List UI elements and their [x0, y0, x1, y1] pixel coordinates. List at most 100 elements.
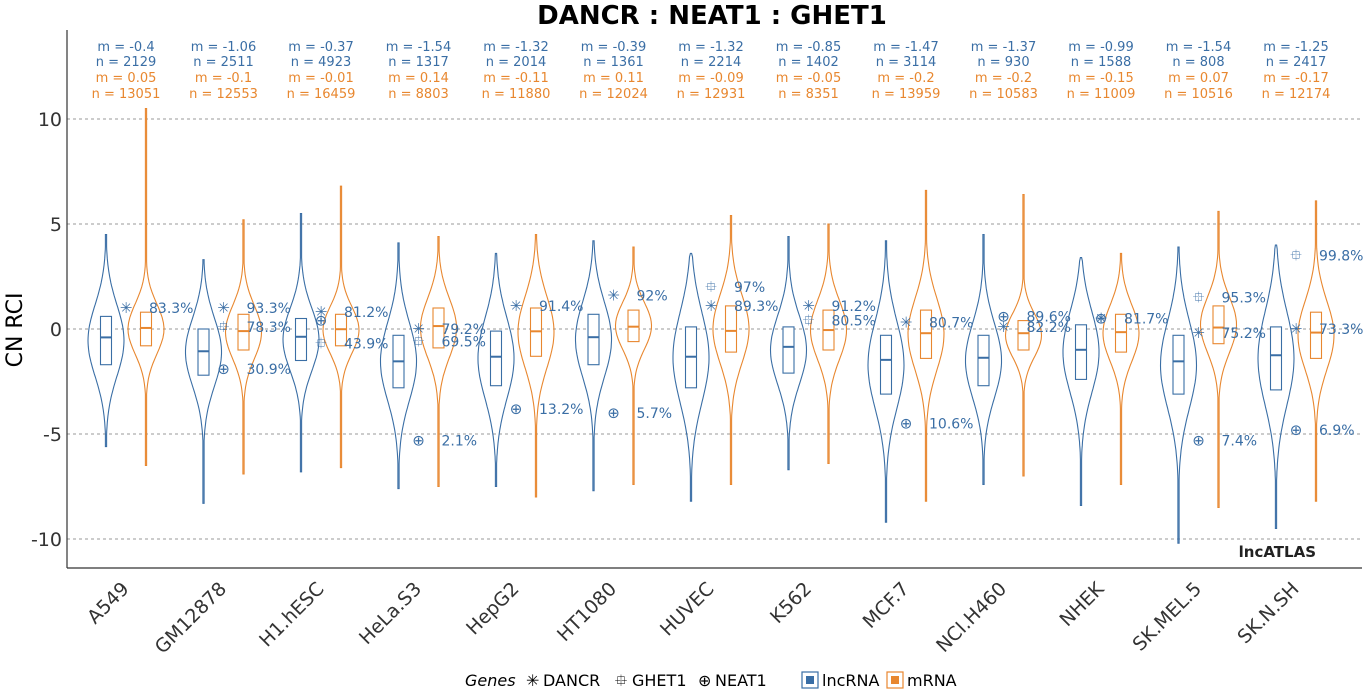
mrna-violin	[1004, 194, 1043, 477]
percentile-label: 81.2%	[344, 305, 388, 321]
mrna-count-label: n = 12553	[189, 87, 258, 102]
lncrna-legend-label: lncRNA	[822, 671, 879, 690]
mrna-legend-label: mRNA	[907, 671, 957, 690]
y-tick-label: 5	[50, 214, 62, 236]
dancr-marker: ✳	[510, 297, 523, 315]
ghet1-legend-icon: ⯐	[615, 671, 627, 690]
mrna-box	[919, 309, 933, 359]
y-tick-label: 10	[38, 109, 62, 131]
cell-k562	[769, 223, 848, 471]
percentile-label: 75.2%	[1222, 326, 1266, 342]
x-tick-label: HUVEC	[656, 578, 719, 641]
cell-huvec	[672, 215, 750, 502]
percentile-label: 69.5%	[442, 335, 486, 351]
lncrna-box	[1172, 334, 1185, 395]
mrna-box	[139, 311, 153, 347]
mrna-violin	[614, 246, 653, 485]
lncrna-count-label: n = 3114	[876, 55, 936, 70]
dancr-legend-icon: ✳	[526, 671, 539, 690]
lncrna-box	[294, 317, 308, 362]
mrna-count-label: n = 8351	[778, 87, 838, 102]
x-tick-label: HT1080	[553, 578, 621, 646]
mrna-violin	[322, 185, 360, 469]
lncrna-violin	[477, 252, 515, 488]
lncrna-box	[782, 326, 795, 374]
mrna-median-label: m = -0.11	[483, 71, 548, 86]
lncrna-median-label: m = -0.85	[776, 40, 841, 55]
percentile-label: 99.8%	[1319, 249, 1363, 265]
mrna-violin	[1199, 210, 1238, 509]
percentile-label: 73.3%	[1319, 322, 1363, 338]
mrna-violin	[419, 236, 458, 488]
lncrna-median-label: m = -1.37	[971, 40, 1036, 55]
mrna-box	[1017, 320, 1030, 351]
dancr-marker: ✳	[607, 286, 620, 304]
neat1-marker: ⊕	[1192, 431, 1205, 449]
lncrna-median-label: m = -0.39	[581, 40, 646, 55]
mrna-median-label: m = -0.01	[288, 71, 353, 86]
lncrna-median-label: m = -0.99	[1068, 40, 1133, 55]
x-tick-label: K562	[766, 578, 816, 628]
cell-hepg2	[477, 233, 555, 498]
mrna-box	[432, 307, 445, 349]
lncrna-violin	[769, 236, 808, 471]
ghet1-marker: ⯐	[315, 335, 327, 353]
lncrna-box	[587, 313, 600, 366]
neat1-marker: ⊕	[217, 360, 230, 378]
lncrna-violin	[379, 242, 418, 490]
lncrna-box	[977, 334, 990, 387]
ghet1-marker: ⯐	[803, 312, 815, 330]
lncrna-count-label: n = 1402	[778, 55, 838, 70]
neat1-marker: ⊕	[997, 307, 1010, 325]
mrna-median-label: m = -0.17	[1263, 71, 1328, 86]
mrna-box	[237, 313, 250, 351]
neat1-marker: ⊕	[412, 431, 425, 449]
mrna-box	[724, 305, 738, 353]
percentile-label: 10.6%	[929, 417, 973, 433]
mrna-count-label: n = 13959	[872, 87, 941, 102]
neat1-legend-label: NEAT1	[715, 671, 767, 690]
dancr-marker: ✳	[705, 297, 718, 315]
dancr-marker: ✳	[900, 314, 913, 332]
mrna-count-label: n = 16459	[287, 87, 356, 102]
lncrna-count-label: n = 1317	[388, 55, 448, 70]
dancr-marker: ✳	[217, 299, 230, 317]
lncrna-violin	[87, 233, 125, 448]
mrna-violin	[1297, 200, 1335, 502]
ghet1-legend-label: GHET1	[632, 671, 687, 690]
percentile-label: 7.4%	[1222, 433, 1258, 449]
percentile-label: 2.1%	[442, 433, 478, 449]
x-tick-label: HeLa.S3	[355, 578, 426, 649]
lncrna-median-label: m = -1.06	[191, 40, 256, 55]
ghet1-marker: ⯐	[1193, 289, 1205, 307]
ghet1-marker: ⯐	[413, 333, 425, 351]
percentile-label: 91.2%	[832, 299, 876, 315]
mrna-violin	[907, 189, 945, 502]
percentile-label: 30.9%	[247, 362, 291, 378]
y-tick-label: 0	[50, 319, 62, 341]
lncrna-legend-key-fill	[806, 676, 814, 684]
percentile-label: 97%	[734, 280, 765, 296]
mrna-violin	[517, 233, 555, 498]
lncrna-box	[1074, 324, 1088, 380]
mrna-count-label: n = 12931	[677, 87, 746, 102]
mrna-violin	[712, 215, 750, 485]
mrna-median-label: m = 0.05	[96, 71, 157, 86]
x-tick-layer: A549 GM12878 H1.hESC HeLa.S3 HepG2 HT1080 HUVE…	[83, 578, 1303, 659]
dancr-marker: ✳	[315, 303, 328, 321]
percentile-label: 80.5%	[832, 314, 876, 330]
gene-marker-layer: ✳ 83.3% ✳ 93.3%⯐ 78.3%⊕ 30.9%✳ 81.2%⯐ 43.9%⊕ ✳ 79…	[120, 247, 1364, 450]
lncrna-count-label: n = 930	[977, 55, 1029, 70]
mrna-count-label: n = 12174	[1262, 87, 1331, 102]
mrna-legend-key-fill	[891, 676, 899, 684]
percentile-label: 91.4%	[539, 299, 583, 315]
mrna-violin	[127, 107, 165, 467]
neat1-marker: ⊕	[1095, 310, 1108, 328]
mrna-box	[1309, 311, 1323, 359]
ghet1-marker: ⯐	[705, 278, 717, 296]
dancr-marker: ✳	[1095, 310, 1108, 328]
cell-ht1080	[574, 240, 653, 492]
dancr-marker: ✳	[997, 318, 1010, 336]
